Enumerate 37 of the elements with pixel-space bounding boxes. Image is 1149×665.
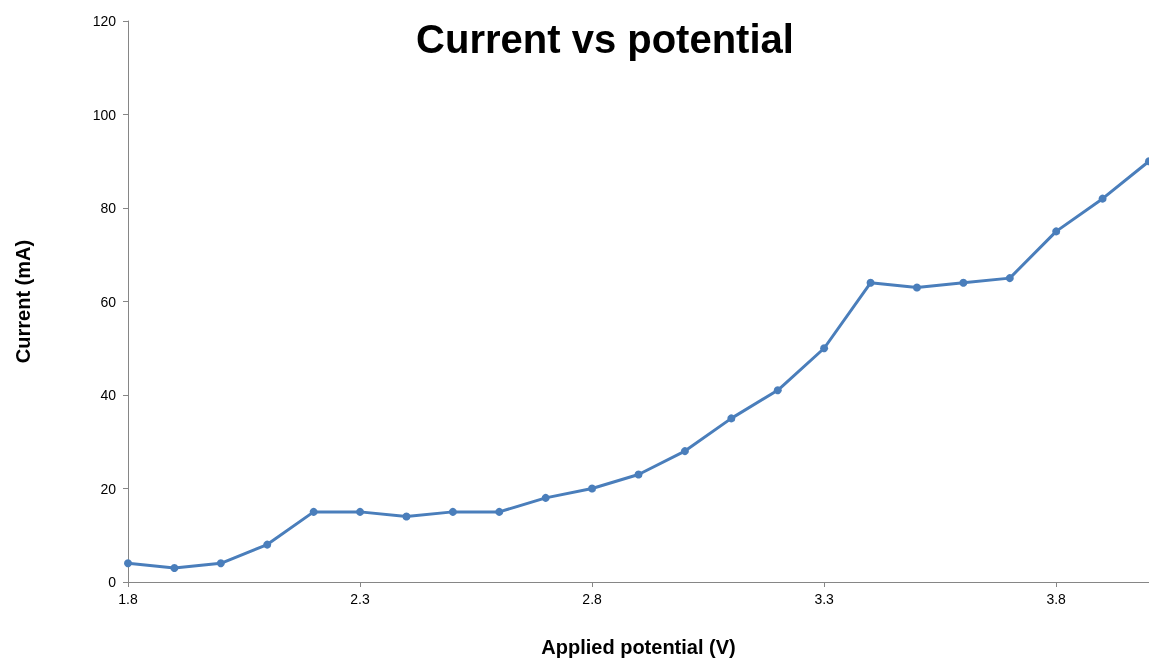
point <box>263 540 272 549</box>
x-tick-label: 3.8 <box>1046 591 1067 607</box>
y-tick-label: 60 <box>100 293 117 310</box>
point <box>773 386 782 395</box>
point <box>402 512 411 521</box>
point <box>1098 194 1107 203</box>
x-tick-label: 3.3 <box>814 591 835 607</box>
x-tick-label: 2.3 <box>350 591 370 607</box>
y-axis-title: Current (mA) <box>12 239 34 364</box>
point <box>820 344 829 353</box>
point <box>727 414 736 423</box>
point <box>1005 274 1014 283</box>
chart-title: Current vs potential <box>416 17 794 61</box>
y-tick-label: 120 <box>92 13 117 29</box>
point <box>680 447 689 456</box>
point <box>541 493 550 502</box>
y-tick-label: 40 <box>100 387 117 403</box>
point <box>124 559 132 568</box>
point <box>1052 227 1061 236</box>
point <box>495 507 504 516</box>
x-tick-label: 1.8 <box>118 591 138 607</box>
y-tick-label: 0 <box>108 574 117 590</box>
point <box>866 278 875 287</box>
y-tick-label: 20 <box>100 480 117 497</box>
point <box>912 283 921 292</box>
point <box>356 507 365 516</box>
point <box>588 484 597 493</box>
point <box>448 507 457 516</box>
point <box>170 563 179 572</box>
point <box>959 278 968 287</box>
x-tick-label: 2.8 <box>582 591 603 607</box>
x-axis-title: Applied potential (V) <box>541 636 736 658</box>
y-tick-label: 100 <box>92 106 117 123</box>
y-tick-label: 80 <box>100 200 117 216</box>
point <box>634 470 643 479</box>
point <box>216 559 225 568</box>
point <box>309 507 318 516</box>
